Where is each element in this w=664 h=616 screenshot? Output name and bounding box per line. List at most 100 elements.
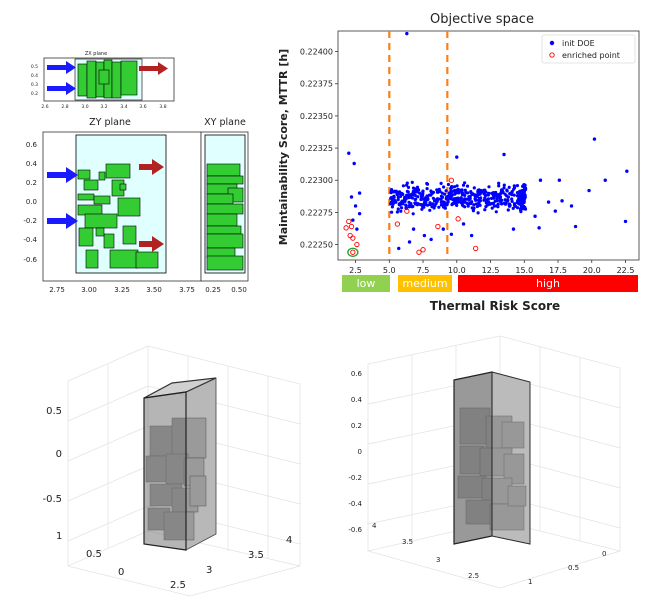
init-doe-point [416, 195, 420, 199]
svg-text:0.5: 0.5 [86, 549, 102, 560]
x-tick-label: 10.0 [448, 266, 466, 275]
svg-text:0.5: 0.5 [31, 64, 38, 70]
init-doe-point [431, 196, 435, 200]
svg-text:3: 3 [436, 556, 440, 564]
svg-text:-0.6: -0.6 [23, 256, 37, 264]
iso2-yticks: 4 3.5 3 2.5 [372, 522, 479, 580]
init-doe-point [486, 193, 490, 197]
init-doe-point [443, 192, 447, 196]
init-doe-point [521, 201, 525, 206]
init-doe-point [438, 189, 442, 193]
init-doe-point [469, 233, 474, 238]
enriched-point [435, 223, 441, 230]
init-doe-point [461, 183, 466, 187]
enriched-point [346, 218, 352, 225]
band-axis-label: Thermal Risk Score [429, 299, 561, 313]
init-doe-point [463, 181, 467, 185]
y-tick-label: 0.22275 [300, 208, 333, 217]
x-tick-label: 15.0 [515, 266, 533, 275]
enriched-point [350, 249, 356, 255]
init-doe-point [390, 205, 394, 209]
svg-text:2.6: 2.6 [41, 104, 48, 110]
chart-title: Objective space [430, 12, 534, 27]
init-doe-cloud [389, 180, 528, 216]
init-doe-point [397, 202, 402, 206]
init-doe-point [440, 191, 444, 195]
init-doe-point [357, 191, 362, 195]
init-doe-point [560, 199, 564, 203]
legend-marker-enriched [549, 52, 555, 58]
init-doe-point [515, 184, 519, 188]
init-doe-point [494, 210, 498, 214]
init-doe-point [487, 185, 491, 189]
init-doe-point [490, 196, 494, 200]
x-tick-label: 12.5 [482, 266, 500, 275]
init-doe-point [492, 204, 497, 208]
init-doe-point [396, 195, 400, 199]
init-doe-point [510, 193, 514, 197]
init-doe-point [416, 202, 420, 206]
init-doe-point [463, 188, 467, 192]
init-doe-point [463, 197, 467, 201]
init-doe-point [401, 202, 405, 206]
init-doe-point [421, 205, 425, 209]
init-doe-point [390, 188, 394, 192]
init-doe-point [517, 199, 521, 203]
zx-components [77, 59, 138, 99]
init-doe-point [394, 189, 398, 193]
iso1-xticks: 2.5 3 3.5 4 [170, 535, 292, 591]
init-doe-point [502, 186, 506, 190]
init-doe-point [510, 199, 514, 203]
y-tick-label: 0.22325 [300, 144, 333, 153]
xy-xticks: 0.25 0.50 [205, 286, 247, 294]
init-doe-point [521, 199, 525, 203]
init-doe-point [408, 195, 413, 199]
risk-thresholds [388, 31, 449, 260]
init-doe-point [421, 192, 425, 196]
init-doe-point [442, 200, 446, 204]
init-doe-point [389, 200, 393, 204]
legend-label-init-doe: init DOE [562, 39, 595, 48]
init-doe-point [400, 199, 404, 203]
init-doe-point [476, 211, 480, 215]
svg-text:3.5: 3.5 [402, 538, 413, 546]
init-doe-point [439, 197, 443, 201]
svg-text:0.5: 0.5 [568, 564, 579, 572]
enriched-point [448, 177, 455, 183]
svg-text:2.8: 2.8 [61, 104, 68, 110]
svg-text:-0.4: -0.4 [348, 500, 362, 508]
svg-text:0.2: 0.2 [351, 422, 362, 430]
svg-text:3.0: 3.0 [81, 104, 88, 110]
init-doe-point [498, 192, 502, 196]
svg-text:0.5: 0.5 [46, 406, 62, 417]
init-doe-point [473, 193, 477, 197]
init-doe-point [557, 178, 562, 182]
init-doe-point [478, 199, 482, 203]
init-doe-point [499, 200, 503, 204]
init-doe-point [498, 195, 503, 199]
y-axis-label: Maintainability Score, MTTR [h] [277, 49, 290, 245]
init-doe-point [512, 202, 517, 206]
init-doe-point [512, 193, 516, 197]
init-doe-point [405, 31, 409, 36]
init-doe-point [443, 206, 447, 210]
init-doe-point [503, 198, 507, 202]
init-doe-point [441, 227, 445, 231]
init-doe-point [395, 210, 399, 214]
x-tick-label: 7.5 [417, 266, 430, 275]
init-doe-point [351, 218, 355, 222]
svg-text:-0.4: -0.4 [23, 236, 37, 244]
svg-text:0.3: 0.3 [31, 82, 38, 88]
init-doe-point [553, 209, 558, 213]
init-doe-point [501, 190, 505, 194]
init-doe-point [506, 208, 510, 212]
init-doe-point [439, 200, 443, 204]
init-doe-point [456, 200, 461, 204]
init-doe-point [409, 202, 413, 206]
init-doe-point [405, 181, 409, 185]
init-doe-point [439, 181, 443, 185]
init-doe-point [455, 203, 459, 207]
init-doe-point [511, 227, 516, 231]
init-doe-point [425, 187, 429, 191]
init-doe-point [411, 186, 416, 190]
